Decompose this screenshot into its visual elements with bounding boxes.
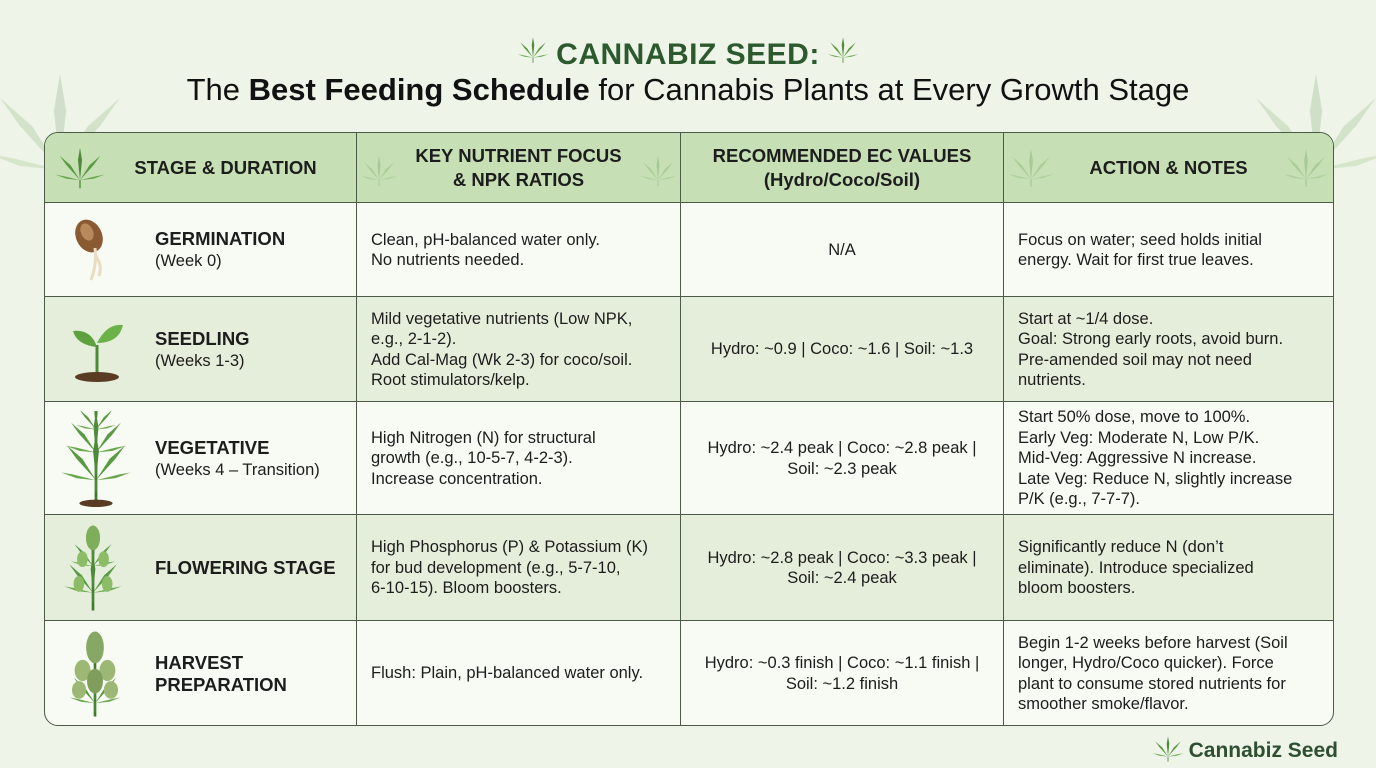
ec-text: Hydro: ~2.4 peak | Coco: ~2.8 peak | Soi… bbox=[707, 439, 977, 478]
cannabis-leaf-icon bbox=[360, 155, 398, 187]
table-header: STAGE & DURATION KEY NUTRIENT FOCUS & NP… bbox=[45, 133, 1333, 202]
header-label: KEY NUTRIENT FOCUS & NPK RATIOS bbox=[415, 144, 622, 190]
ec-text: Hydro: ~0.3 finish | Coco: ~1.1 finish |… bbox=[704, 654, 980, 693]
harvest-plant-icon bbox=[68, 631, 122, 716]
brand-name: CANNABIZ SEED: bbox=[556, 38, 820, 71]
stage-cell: GERMINATION (Week 0) bbox=[45, 203, 356, 297]
notes-cell: Focus on water; seed holds initial energ… bbox=[1003, 203, 1333, 297]
header-nutrients: KEY NUTRIENT FOCUS & NPK RATIOS bbox=[356, 133, 680, 202]
page-subtitle: The Best Feeding Schedule for Cannabis P… bbox=[0, 72, 1376, 108]
cannabis-leaf-icon bbox=[827, 36, 859, 64]
footer-logo: Cannabiz Seed bbox=[1151, 735, 1338, 763]
table-row: GERMINATION (Week 0) Clean, pH-balanced w… bbox=[45, 202, 1333, 297]
notes-text: Start at ~1/4 dose. Goal: Strong early r… bbox=[1018, 309, 1284, 390]
seed-sprout-icon bbox=[75, 219, 103, 281]
stage-cell: FLOWERING STAGE bbox=[45, 515, 356, 621]
ec-cell: Hydro: ~2.4 peak | Coco: ~2.8 peak | Soi… bbox=[680, 402, 1003, 515]
notes-text: Begin 1-2 weeks before harvest (Soil lon… bbox=[1018, 633, 1288, 714]
nutrient-text: High Nitrogen (N) for structural growth … bbox=[371, 428, 596, 488]
header-ec: RECOMMENDED EC VALUES (Hydro/Coco/Soil) bbox=[680, 133, 1003, 202]
nutrients-cell: Clean, pH-balanced water only. No nutrie… bbox=[356, 203, 680, 297]
header-label: ACTION & NOTES bbox=[1089, 156, 1248, 178]
stage-name: GERMINATION bbox=[155, 228, 286, 249]
cannabis-leaf-icon bbox=[1151, 735, 1184, 763]
cannabis-leaf-icon bbox=[517, 36, 549, 64]
nutrient-text: Clean, pH-balanced water only. No nutrie… bbox=[371, 230, 600, 270]
stage-name: FLOWERING STAGE bbox=[155, 557, 336, 578]
subtitle-bold: Best Feeding Schedule bbox=[248, 72, 590, 107]
nutrient-text: Mild vegetative nutrients (Low NPK, e.g.… bbox=[371, 309, 633, 390]
seedling-icon bbox=[73, 324, 123, 382]
ec-text: Hydro: ~2.8 peak | Coco: ~3.3 peak | Soi… bbox=[707, 548, 977, 588]
nutrient-text: Flush: Plain, pH-balanced water only. bbox=[371, 664, 644, 683]
flowering-plant-icon bbox=[63, 525, 123, 611]
stage-cell: VEGETATIVE (Weeks 4 – Transition) bbox=[45, 402, 356, 515]
nutrient-text: High Phosphorus (P) & Potassium (K) for … bbox=[371, 538, 648, 598]
header-notes: ACTION & NOTES bbox=[1003, 133, 1333, 202]
table-row: VEGETATIVE (Weeks 4 – Transition) High Ni… bbox=[45, 401, 1333, 515]
table-row: FLOWERING STAGE High Phosphorus (P) & Po… bbox=[45, 514, 1333, 621]
notes-cell: Begin 1-2 weeks before harvest (Soil lon… bbox=[1003, 621, 1333, 725]
stage-name: SEEDLING bbox=[155, 327, 250, 349]
stage-cell: HARVEST PREPARATION bbox=[45, 621, 356, 725]
ec-text: Hydro: ~0.9 | Coco: ~1.6 | Soil: ~1.3 bbox=[710, 340, 974, 359]
stage-duration: (Week 0) bbox=[155, 252, 222, 270]
notes-cell: Start 50% dose, move to 100%. Early Veg:… bbox=[1003, 402, 1333, 515]
notes-cell: Significantly reduce N (don’t eliminate)… bbox=[1003, 515, 1333, 621]
ec-cell: N/A bbox=[680, 203, 1003, 297]
ec-cell: Hydro: ~2.8 peak | Coco: ~3.3 peak | Soi… bbox=[680, 515, 1003, 621]
cannabis-leaf-icon bbox=[639, 155, 677, 187]
ec-text: N/A bbox=[828, 240, 856, 259]
stage-name: HARVEST PREPARATION bbox=[155, 651, 287, 695]
feeding-schedule-table: STAGE & DURATION KEY NUTRIENT FOCUS & NP… bbox=[44, 132, 1334, 726]
stage-duration: (Weeks 4 – Transition) bbox=[155, 460, 320, 479]
footer-brand: Cannabiz Seed bbox=[1188, 739, 1338, 762]
table-row: HARVEST PREPARATION Flush: Plain, pH-bal… bbox=[45, 620, 1333, 725]
notes-text: Significantly reduce N (don’t eliminate)… bbox=[1018, 538, 1254, 598]
ec-cell: Hydro: ~0.9 | Coco: ~1.6 | Soil: ~1.3 bbox=[680, 297, 1003, 402]
ec-cell: Hydro: ~0.3 finish | Coco: ~1.1 finish |… bbox=[680, 621, 1003, 725]
table-row: SEEDLING (Weeks 1-3) Mild vegetative nutr… bbox=[45, 296, 1333, 402]
notes-text: Focus on water; seed holds initial energ… bbox=[1018, 230, 1262, 270]
nutrients-cell: High Nitrogen (N) for structural growth … bbox=[356, 402, 680, 515]
notes-cell: Start at ~1/4 dose. Goal: Strong early r… bbox=[1003, 297, 1333, 402]
vegetative-plant-icon bbox=[60, 410, 132, 507]
brand-title: CANNABIZ SEED: bbox=[0, 30, 1376, 72]
subtitle-pre: The bbox=[186, 72, 249, 107]
nutrients-cell: Mild vegetative nutrients (Low NPK, e.g.… bbox=[356, 297, 680, 402]
stage-name: VEGETATIVE bbox=[155, 436, 270, 458]
header-label: RECOMMENDED EC VALUES (Hydro/Coco/Soil) bbox=[712, 144, 972, 190]
header-label: STAGE & DURATION bbox=[134, 156, 317, 178]
cannabis-leaf-icon bbox=[55, 147, 105, 189]
stage-cell: SEEDLING (Weeks 1-3) bbox=[45, 297, 356, 402]
stage-duration: (Weeks 1-3) bbox=[155, 351, 245, 370]
subtitle-post: for Cannabis Plants at Every Growth Stag… bbox=[589, 72, 1190, 107]
nutrients-cell: High Phosphorus (P) & Potassium (K) for … bbox=[356, 515, 680, 621]
notes-text: Start 50% dose, move to 100%. Early Veg:… bbox=[1018, 408, 1293, 509]
nutrients-cell: Flush: Plain, pH-balanced water only. bbox=[356, 621, 680, 725]
cannabis-leaf-icon bbox=[1282, 148, 1330, 188]
header-stage: STAGE & DURATION bbox=[45, 133, 356, 202]
cannabis-leaf-icon bbox=[1007, 148, 1055, 188]
